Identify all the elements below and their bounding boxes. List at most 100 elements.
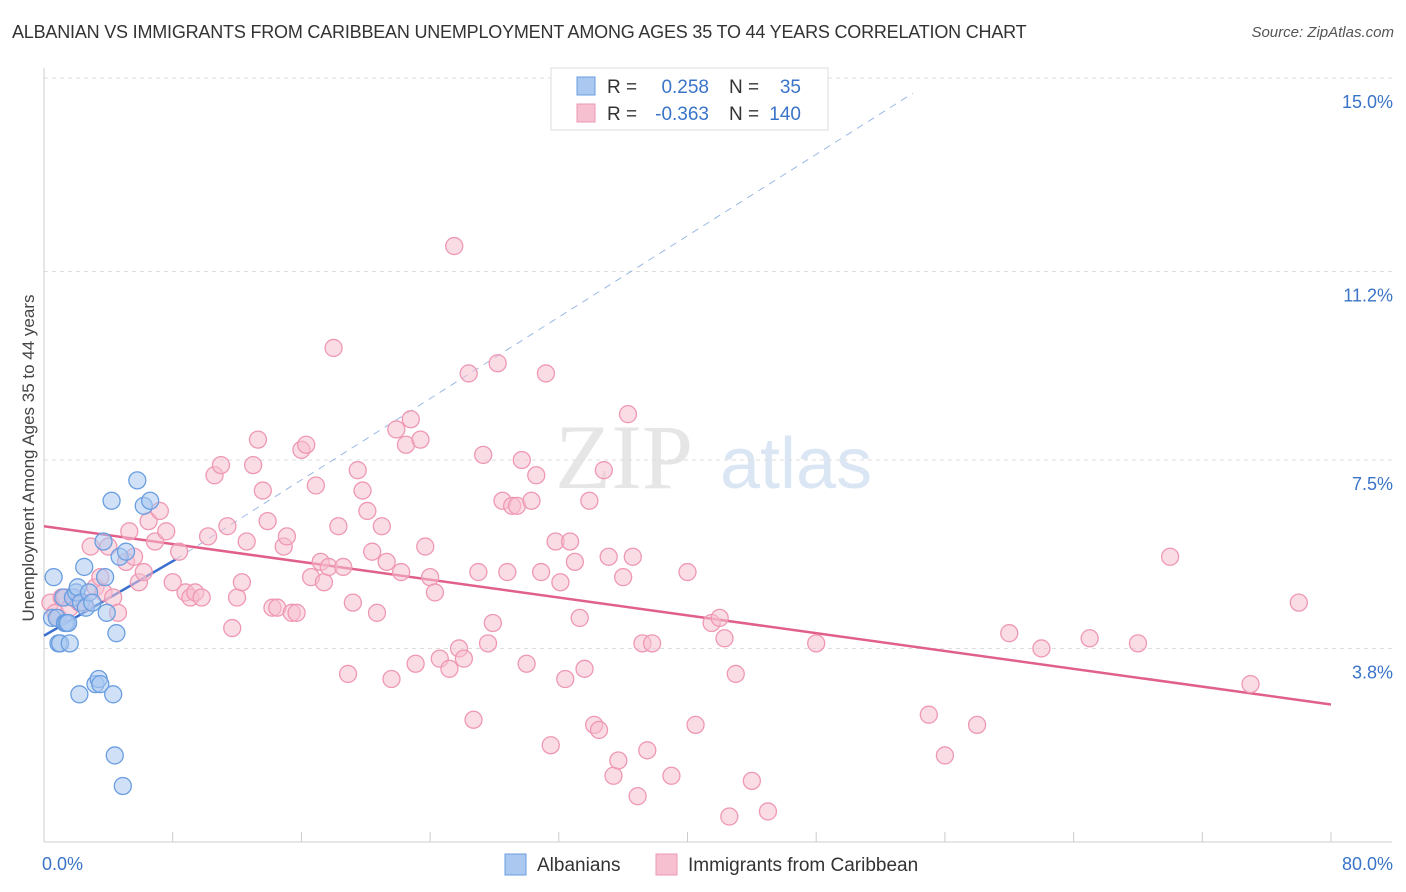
albanians-point bbox=[75, 557, 94, 577]
caribbean-point bbox=[248, 430, 268, 449]
caribbean-point bbox=[498, 562, 517, 582]
axes: 3.8% 7.5% 11.2% 15.0% bbox=[43, 68, 1393, 843]
caribbean-point bbox=[314, 573, 334, 592]
caribbean-point bbox=[297, 435, 316, 454]
bottom-legend-label-caribbean: Immigrants from Caribbean bbox=[688, 855, 918, 876]
albanians-point bbox=[128, 471, 147, 490]
caribbean-point bbox=[527, 466, 546, 485]
caribbean-point bbox=[338, 664, 358, 684]
legend-r-label-1: R = bbox=[607, 77, 637, 98]
caribbean-point bbox=[104, 588, 123, 607]
caribbean-point bbox=[469, 562, 488, 582]
caribbean-point bbox=[223, 618, 242, 638]
albanians-point bbox=[60, 634, 79, 653]
caribbean-point bbox=[367, 603, 387, 622]
caribbean-point bbox=[192, 588, 211, 607]
caribbean-point bbox=[401, 410, 420, 429]
caribbean-point bbox=[662, 766, 681, 785]
caribbean-point bbox=[232, 573, 252, 592]
source-label: Source: ZipAtlas.com bbox=[1251, 24, 1394, 41]
bottom-legend-swatch-caribbean bbox=[655, 853, 678, 876]
caribbean-point bbox=[589, 720, 609, 740]
caribbean-point bbox=[556, 669, 575, 689]
caribbean-point bbox=[638, 741, 657, 760]
caribbean-point bbox=[464, 710, 483, 729]
caribbean-point bbox=[253, 481, 272, 500]
caribbean-point bbox=[334, 557, 353, 577]
caribbean-point bbox=[720, 807, 739, 826]
caribbean-point bbox=[474, 445, 493, 465]
x-tick-label-max: 80.0% bbox=[1342, 854, 1393, 874]
caribbean-point bbox=[628, 787, 647, 806]
caribbean-point bbox=[306, 476, 326, 495]
caribbean-point bbox=[198, 527, 218, 546]
caribbean-point bbox=[478, 634, 498, 653]
legend-n-value-1: 35 bbox=[780, 77, 801, 98]
caribbean-point bbox=[536, 364, 556, 383]
caribbean-point bbox=[454, 649, 474, 668]
legend-swatch-caribbean bbox=[576, 103, 596, 123]
y-tick-label: 15.0% bbox=[1342, 92, 1393, 112]
caribbean-point bbox=[642, 634, 662, 653]
caribbean-point bbox=[551, 573, 570, 592]
caribbean-point bbox=[560, 532, 580, 551]
caribbean-point bbox=[169, 542, 189, 561]
caribbean-point bbox=[416, 537, 435, 556]
y-tick-label: 3.8% bbox=[1352, 662, 1393, 682]
bottom-legend: Albanians Immigrants from Caribbean bbox=[504, 853, 918, 876]
caribbean-point bbox=[440, 659, 459, 678]
caribbean-point bbox=[614, 567, 633, 587]
caribbean-point bbox=[807, 634, 826, 653]
caribbean-point bbox=[580, 491, 599, 510]
albanians-point bbox=[95, 567, 115, 587]
caribbean-point bbox=[488, 354, 507, 373]
grid-lines bbox=[44, 77, 1392, 649]
legend-r-label-2: R = bbox=[607, 104, 637, 125]
legend-n-value-2: 140 bbox=[769, 104, 801, 125]
caribbean-point bbox=[599, 547, 618, 566]
caribbean-point bbox=[387, 420, 406, 439]
trend-lines bbox=[43, 92, 1332, 706]
legend-r-value-2: -0.363 bbox=[655, 104, 709, 125]
albanians-point bbox=[113, 776, 132, 796]
caribbean-point bbox=[134, 562, 153, 582]
caribbean-point bbox=[343, 593, 363, 612]
watermark-zip: ZIP bbox=[555, 406, 693, 508]
caribbean-point bbox=[686, 715, 705, 735]
watermark-atlas: atlas bbox=[720, 424, 872, 504]
caribbean-point bbox=[420, 567, 440, 587]
caribbean-point bbox=[1000, 624, 1019, 643]
y-tick-label: 7.5% bbox=[1352, 474, 1393, 494]
caribbean-point bbox=[570, 608, 589, 628]
caribbean-point bbox=[120, 522, 139, 541]
caribbean-point bbox=[967, 715, 987, 735]
caribbean-point bbox=[1080, 629, 1099, 648]
caribbean-point bbox=[604, 766, 623, 785]
albanians-point bbox=[107, 624, 126, 643]
caribbean-point bbox=[277, 527, 297, 546]
caribbean-point bbox=[211, 455, 231, 475]
caribbean-point bbox=[618, 405, 638, 424]
caribbean-point bbox=[726, 664, 745, 684]
caribbean-point bbox=[287, 603, 306, 622]
albanians-point bbox=[83, 593, 102, 612]
caribbean-point bbox=[145, 532, 165, 551]
albanians-trend-line bbox=[175, 92, 913, 560]
caribbean-trend-line bbox=[43, 524, 1332, 706]
y-axis-label: Unemployment Among Ages 35 to 44 years bbox=[19, 295, 38, 622]
bottom-legend-label-albanians: Albanians bbox=[537, 855, 620, 876]
albanians-point bbox=[91, 674, 110, 694]
albanians-point bbox=[58, 613, 78, 633]
data-points bbox=[41, 236, 1308, 826]
caribbean-point bbox=[372, 517, 391, 536]
caribbean-point bbox=[377, 552, 396, 572]
caribbean-point bbox=[522, 491, 541, 510]
caribbean-point bbox=[353, 481, 372, 500]
caribbean-point bbox=[363, 542, 382, 561]
caribbean-point bbox=[157, 522, 176, 541]
caribbean-point bbox=[243, 455, 263, 475]
caribbean-point bbox=[710, 608, 729, 628]
stats-legend: R = 0.258 N = 35 R = -0.363 N = 140 bbox=[550, 67, 829, 131]
caribbean-point bbox=[391, 562, 411, 582]
